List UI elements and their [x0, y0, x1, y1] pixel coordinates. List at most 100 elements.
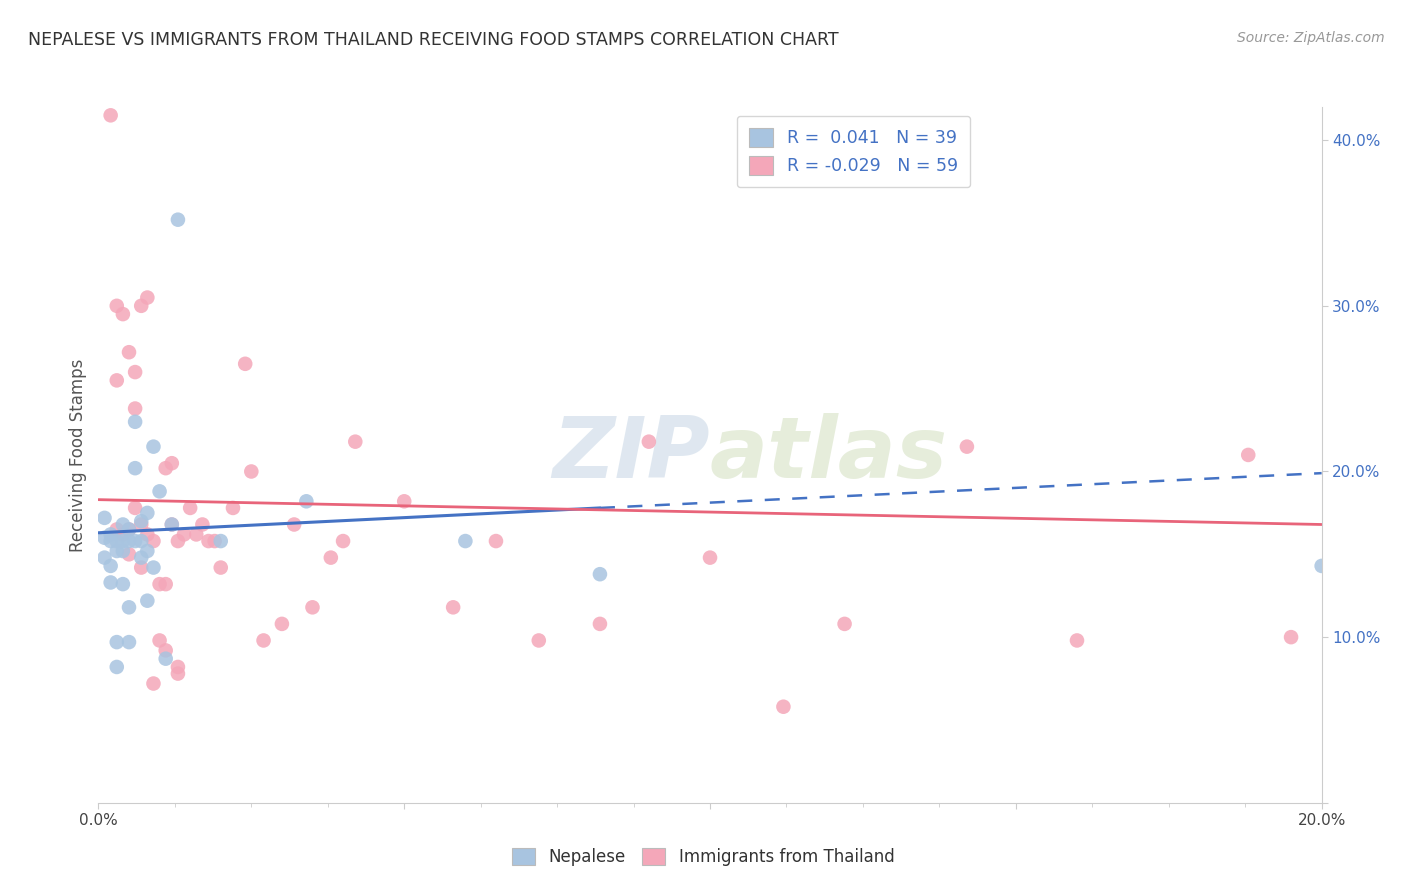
- Point: [197, 534, 219, 549]
- Point: [142, 560, 165, 574]
- Point: [124, 534, 146, 549]
- Point: [699, 550, 721, 565]
- Point: [129, 550, 152, 565]
- Point: [222, 500, 245, 515]
- Point: [956, 440, 979, 454]
- Point: [527, 633, 550, 648]
- Point: [167, 534, 190, 549]
- Point: [111, 527, 134, 541]
- Point: [191, 517, 214, 532]
- Point: [118, 523, 141, 537]
- Point: [93, 531, 115, 545]
- Point: [204, 534, 226, 549]
- Point: [637, 434, 661, 449]
- Point: [149, 633, 172, 648]
- Point: [149, 577, 172, 591]
- Point: [155, 461, 177, 475]
- Point: [160, 517, 183, 532]
- Point: [332, 534, 354, 549]
- Point: [167, 666, 190, 681]
- Point: [100, 575, 122, 590]
- Point: [1279, 630, 1302, 644]
- Point: [111, 517, 134, 532]
- Text: atlas: atlas: [710, 413, 948, 497]
- Point: [441, 600, 464, 615]
- Point: [105, 299, 128, 313]
- Legend: Nepalese, Immigrants from Thailand: Nepalese, Immigrants from Thailand: [503, 840, 903, 875]
- Point: [179, 500, 201, 515]
- Point: [155, 643, 177, 657]
- Point: [129, 560, 152, 574]
- Point: [142, 676, 165, 690]
- Point: [105, 635, 128, 649]
- Point: [100, 108, 122, 122]
- Point: [233, 357, 256, 371]
- Point: [1310, 558, 1333, 573]
- Point: [124, 461, 146, 475]
- Point: [129, 299, 152, 313]
- Point: [118, 534, 141, 549]
- Point: [136, 506, 159, 520]
- Point: [118, 600, 141, 615]
- Point: [454, 534, 477, 549]
- Point: [136, 291, 159, 305]
- Point: [129, 517, 152, 532]
- Point: [1066, 633, 1088, 648]
- Point: [105, 544, 128, 558]
- Point: [100, 534, 122, 549]
- Point: [105, 534, 128, 549]
- Point: [111, 534, 134, 549]
- Point: [105, 523, 128, 537]
- Point: [136, 527, 159, 541]
- Point: [105, 660, 128, 674]
- Point: [344, 434, 367, 449]
- Point: [834, 616, 856, 631]
- Point: [136, 544, 159, 558]
- Text: Source: ZipAtlas.com: Source: ZipAtlas.com: [1237, 31, 1385, 45]
- Point: [129, 534, 152, 549]
- Text: NEPALESE VS IMMIGRANTS FROM THAILAND RECEIVING FOOD STAMPS CORRELATION CHART: NEPALESE VS IMMIGRANTS FROM THAILAND REC…: [28, 31, 839, 49]
- Point: [142, 534, 165, 549]
- Text: ZIP: ZIP: [553, 413, 710, 497]
- Point: [124, 365, 146, 379]
- Point: [118, 547, 141, 561]
- Point: [124, 401, 146, 416]
- Point: [111, 307, 134, 321]
- Point: [485, 534, 508, 549]
- Point: [118, 635, 141, 649]
- Point: [105, 373, 128, 387]
- Point: [167, 212, 190, 227]
- Point: [124, 415, 146, 429]
- Point: [209, 534, 232, 549]
- Point: [209, 560, 232, 574]
- Point: [142, 440, 165, 454]
- Point: [111, 577, 134, 591]
- Point: [240, 465, 263, 479]
- Point: [160, 517, 183, 532]
- Point: [392, 494, 416, 508]
- Point: [252, 633, 274, 648]
- Point: [100, 527, 122, 541]
- Point: [93, 550, 115, 565]
- Point: [155, 577, 177, 591]
- Y-axis label: Receiving Food Stamps: Receiving Food Stamps: [69, 359, 87, 551]
- Point: [589, 616, 612, 631]
- Point: [118, 523, 141, 537]
- Point: [160, 456, 183, 470]
- Point: [319, 550, 342, 565]
- Point: [270, 616, 292, 631]
- Point: [149, 484, 172, 499]
- Point: [155, 651, 177, 665]
- Point: [136, 593, 159, 607]
- Legend: R =  0.041   N = 39, R = -0.029   N = 59: R = 0.041 N = 39, R = -0.029 N = 59: [737, 116, 970, 187]
- Point: [1237, 448, 1260, 462]
- Point: [283, 517, 305, 532]
- Point: [772, 699, 794, 714]
- Point: [295, 494, 318, 508]
- Point: [589, 567, 612, 582]
- Point: [173, 527, 195, 541]
- Point: [118, 345, 141, 359]
- Point: [186, 527, 208, 541]
- Point: [93, 511, 115, 525]
- Point: [111, 544, 134, 558]
